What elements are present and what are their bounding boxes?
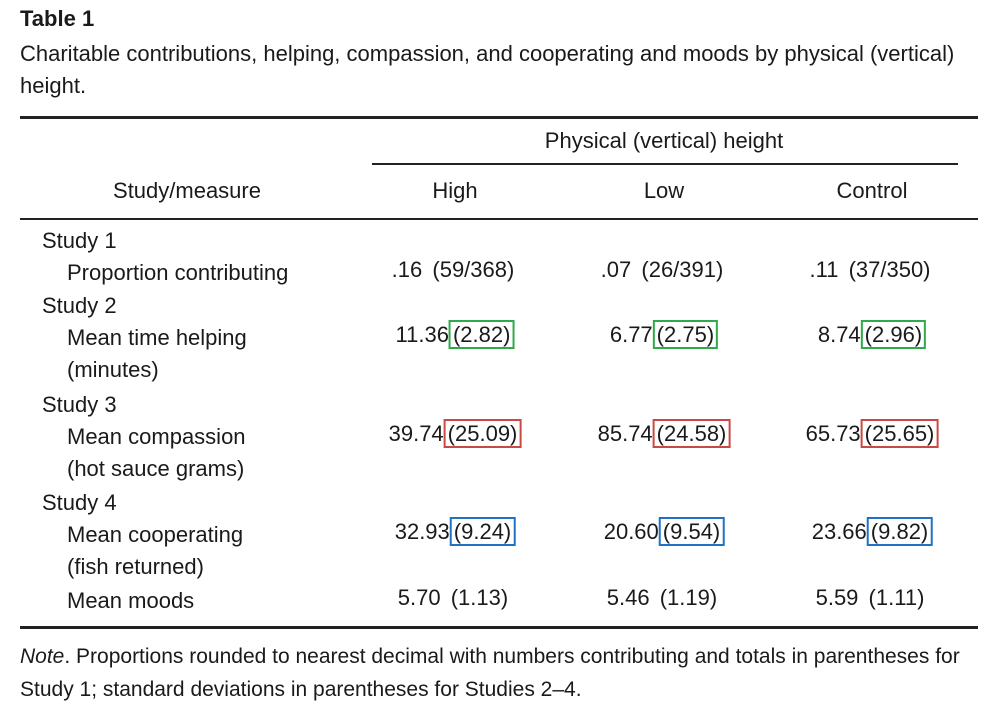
highlighted-sd: (2.82) (448, 320, 515, 349)
cell-mean: .07 (600, 257, 632, 282)
table-cell: 32.93 (9.24) (394, 517, 516, 546)
highlighted-sd: (9.82) (866, 517, 933, 546)
measure-label: Mean moods (67, 588, 195, 613)
header-rule (20, 218, 978, 220)
cell-mean: 11.36 (395, 322, 449, 347)
table-cell: 20.60 (9.54) (603, 517, 725, 546)
cell-paren: (1.11) (868, 585, 925, 610)
spanner-rule (372, 163, 958, 165)
table-cell: .07 (26/391) (601, 257, 728, 283)
table-cell: 8.74 (2.96) (817, 320, 927, 349)
note-text: . Proportions rounded to nearest decimal… (20, 645, 960, 701)
table-cell: 23.66 (9.82) (811, 517, 933, 546)
top-rule (20, 116, 978, 119)
cell-mean: 39.74 (388, 421, 444, 446)
cell-mean: 5.46 (606, 585, 650, 610)
measure-label-unit: (fish returned) (67, 554, 204, 579)
cell-mean: .16 (391, 257, 423, 282)
table-caption-label: Table 1 (20, 6, 95, 31)
study-label: Study 3 (42, 392, 117, 417)
table-cell: 65.73 (25.65) (805, 419, 939, 448)
measure-label-unit: (hot sauce grams) (67, 456, 245, 481)
cell-paren: (1.13) (450, 585, 509, 610)
measure-label: Mean time helping (67, 325, 247, 350)
cell-mean: 5.59 (815, 585, 859, 610)
table-cell: 5.59 (1.11) (816, 585, 929, 611)
col-header-control: Control (836, 178, 908, 203)
cell-paren: (1.19) (659, 585, 718, 610)
highlighted-sd: (25.09) (443, 419, 522, 448)
table-cell: 85.74 (24.58) (597, 419, 731, 448)
cell-paren: (26/391) (641, 257, 724, 282)
stub-header: Study/measure (113, 178, 261, 203)
highlighted-sd: (25.65) (860, 419, 939, 448)
table-cell: .16 (59/368) (392, 257, 519, 283)
cell-mean: .11 (809, 257, 839, 282)
cell-mean: 85.74 (597, 421, 653, 446)
measure-label: Proportion contributing (67, 260, 289, 285)
highlighted-sd: (2.75) (652, 320, 719, 349)
study-label: Study 4 (42, 490, 117, 515)
highlighted-sd: (9.24) (449, 517, 516, 546)
cell-paren: (37/350) (848, 257, 931, 282)
cell-mean: 20.60 (603, 519, 659, 544)
study-label: Study 1 (42, 228, 117, 253)
cell-mean: 5.70 (397, 585, 441, 610)
table-cell: 39.74 (25.09) (388, 419, 522, 448)
study-label: Study 2 (42, 293, 117, 318)
measure-label: Mean cooperating (67, 522, 244, 547)
cell-mean: 6.77 (609, 322, 653, 347)
cell-mean: 23.66 (811, 519, 867, 544)
table-caption-text: Charitable contributions, helping, compa… (20, 41, 955, 98)
spanner-header: Physical (vertical) height (544, 128, 784, 153)
highlighted-sd: (9.54) (658, 517, 725, 546)
col-header-low: Low (643, 178, 685, 203)
measure-label: Mean compassion (67, 424, 246, 449)
cell-mean: 8.74 (817, 322, 861, 347)
bottom-rule (20, 626, 978, 629)
table-cell: 5.46 (1.19) (607, 585, 721, 611)
table-cell: .11 (37/350) (809, 257, 934, 283)
table-cell: 5.70 (1.13) (398, 585, 512, 611)
note-label: Note (20, 645, 65, 668)
col-header-high: High (432, 178, 478, 203)
measure-label-unit: (minutes) (67, 357, 159, 382)
table-note: Note. Proportions rounded to nearest dec… (20, 640, 985, 706)
cell-paren: (59/368) (432, 257, 515, 282)
table-cell: 11.36 (2.82) (395, 320, 515, 349)
highlighted-sd: (24.58) (652, 419, 731, 448)
highlighted-sd: (2.96) (860, 320, 927, 349)
cell-mean: 65.73 (805, 421, 861, 446)
cell-mean: 32.93 (394, 519, 450, 544)
table-cell: 6.77 (2.75) (609, 320, 719, 349)
